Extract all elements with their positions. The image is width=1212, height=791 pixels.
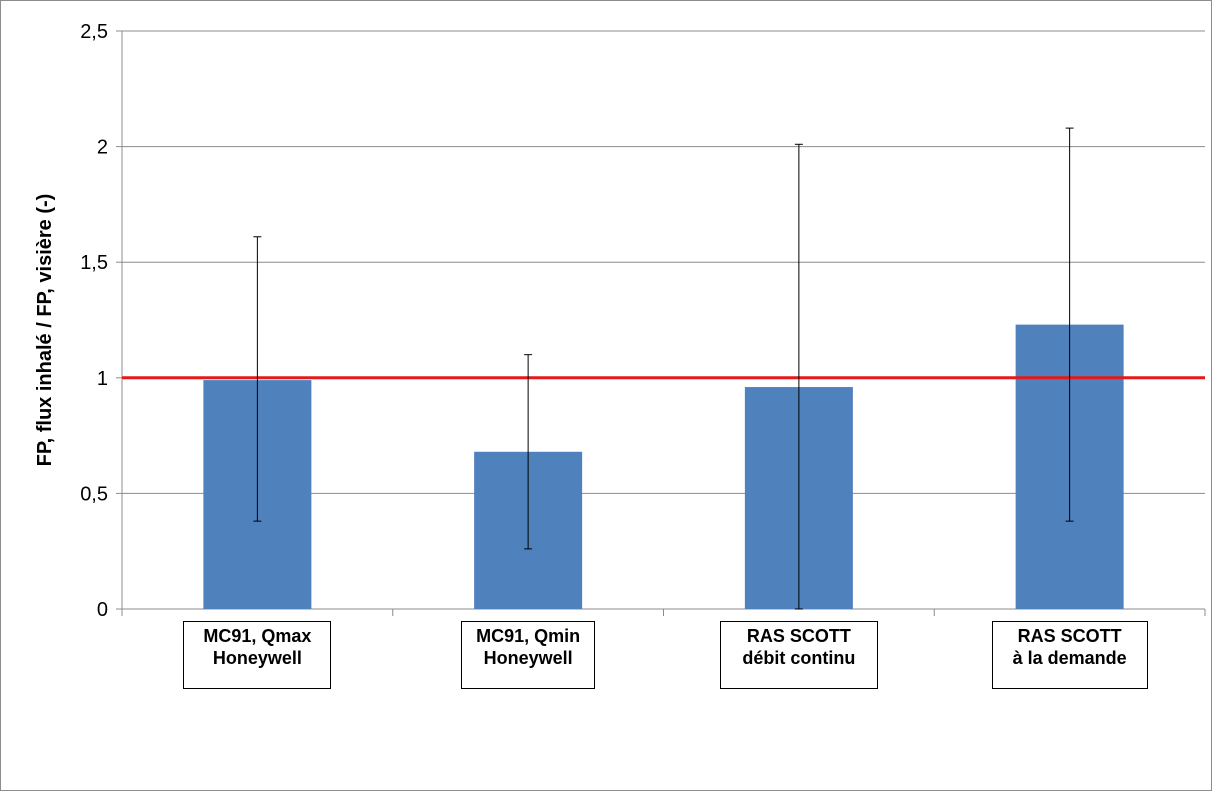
category-label-line: Honeywell [483, 648, 573, 668]
category-label-line: Honeywell [212, 648, 302, 668]
error-bars [253, 127, 1074, 610]
category-label: MC91, Qmin Honeywell [461, 621, 596, 689]
category-label-line: RAS SCOTT [1017, 626, 1122, 646]
y-tick-label: 0 [97, 599, 108, 621]
category-label-line: à la demande [1012, 648, 1127, 668]
y-axis-label: FP, flux inhalé / FP, visière (-) [34, 194, 56, 467]
category-label: RAS SCOTT débit continu [719, 621, 878, 689]
category-label-line: débit continu [742, 648, 856, 668]
y-tick-label: 0,5 [80, 483, 108, 505]
bars [203, 324, 1124, 609]
category-label-line: MC91, Qmax [203, 626, 312, 646]
y-tick-labels: 0 0,5 1 1,5 2 2,5 [80, 21, 108, 621]
y-tick-label: 2 [97, 137, 108, 159]
y-tick-label: 2,5 [80, 21, 108, 43]
category-label: MC91, Qmax Honeywell [183, 621, 332, 689]
y-tick-label: 1,5 [80, 252, 108, 274]
category-label-line: RAS SCOTT [746, 626, 851, 646]
category-label: RAS SCOTT à la demande [991, 621, 1148, 689]
y-tick-label: 1 [97, 368, 108, 390]
category-label-line: MC91, Qmin [476, 626, 581, 646]
